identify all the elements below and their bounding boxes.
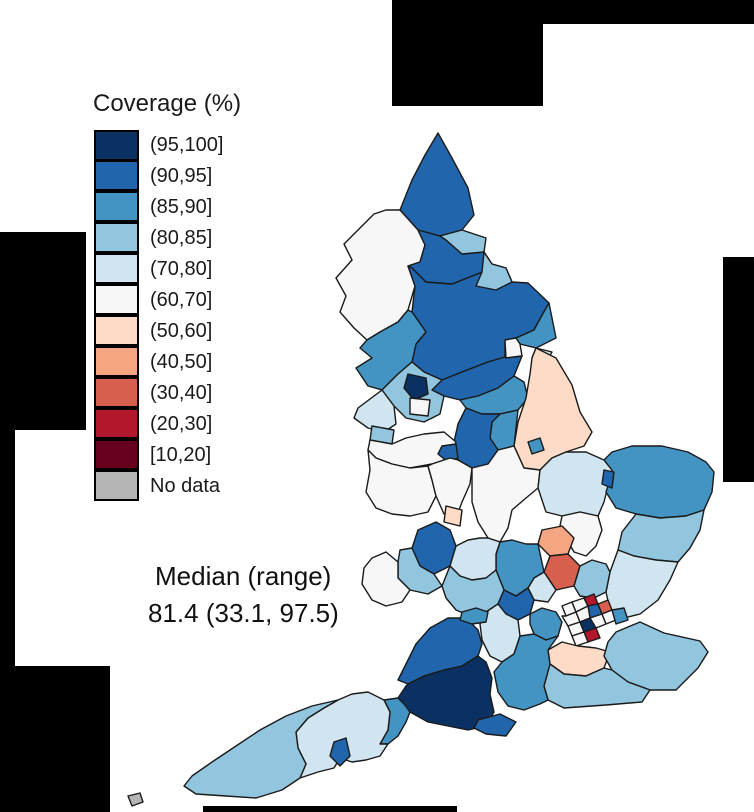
legend: Coverage (%) (95,100] (90,95] (85,90] (80,8…	[93, 90, 242, 502]
legend-swatch-80-85	[94, 222, 139, 253]
region-kent	[603, 621, 709, 691]
region-london-b3	[611, 607, 629, 625]
legend-item-label: (85,90]	[150, 196, 213, 218]
legend-swatch-50-60	[94, 315, 139, 346]
region-suffolk	[617, 509, 705, 563]
redaction-block-3	[0, 232, 86, 430]
region-cambridgeshire	[537, 451, 613, 517]
region-norfolk	[603, 445, 715, 519]
legend-item-label: (20,30]	[150, 413, 213, 435]
median-annotation-line2: 81.4 (33.1, 97.5)	[148, 598, 339, 628]
region-manchester-white	[409, 397, 431, 417]
legend-item-label: (50,60]	[150, 320, 213, 342]
region-cornwall	[183, 699, 339, 799]
region-dorset	[397, 655, 495, 731]
region-hampshire	[493, 633, 559, 711]
legend-item-85-90: (85,90]	[94, 191, 241, 223]
legend-item-10-20: [10,20]	[94, 439, 241, 471]
legend-swatch-95-100	[94, 130, 139, 161]
redaction-block-4	[0, 430, 15, 666]
legend-item-40-50: (40,50]	[94, 346, 241, 378]
legend-item-70-80: (70,80]	[94, 253, 241, 285]
region-bristol	[459, 607, 489, 625]
legend-item-30-40: (30,40]	[94, 377, 241, 409]
region-merseyside	[353, 389, 397, 433]
legend-item-label: (90,95]	[150, 165, 213, 187]
legend-item-90-95: (90,95]	[94, 160, 241, 192]
region-sussex	[543, 663, 651, 709]
legend-title: Coverage (%)	[93, 90, 242, 117]
region-wolverhampton	[443, 505, 463, 527]
legend-item-label: (80,85]	[150, 227, 213, 249]
legend-item-label: No data	[150, 475, 221, 497]
legend-items: (95,100] (90,95] (85,90] (80,85] (70,80] (60,…	[94, 130, 241, 502]
legend-item-label: (40,50]	[150, 351, 213, 373]
region-tyne-wear	[439, 229, 487, 255]
region-staffordshire	[427, 457, 473, 519]
redaction-block-2	[543, 0, 754, 24]
region-york	[504, 337, 523, 359]
region-diamond-ne1	[527, 437, 545, 455]
median-annotation-line1: Median (range)	[155, 561, 332, 591]
region-plymouth	[329, 737, 351, 767]
legend-item-no-data: No data	[94, 470, 241, 502]
redaction-block-7	[723, 257, 754, 482]
region-shropshire	[365, 449, 437, 517]
region-northumberland	[399, 132, 475, 237]
legend-swatch-70-80	[94, 253, 139, 284]
region-london-w8	[571, 631, 589, 647]
legend-swatch-30-40	[94, 377, 139, 408]
legend-swatch-10-20	[94, 439, 139, 470]
legend-item-95-100: (95,100]	[94, 130, 241, 161]
legend-item-50-60: (50,60]	[94, 315, 241, 347]
legend-swatch-90-95	[94, 160, 139, 191]
legend-item-60-70: (60,70]	[94, 284, 241, 316]
legend-swatch-40-50	[94, 346, 139, 377]
region-devon	[295, 691, 391, 779]
median-annotation: Median (range) 81.4 (33.1, 97.5)	[148, 558, 339, 632]
region-herefordshire	[361, 551, 411, 607]
legend-swatch-20-30	[94, 408, 139, 439]
region-isle-of-wight	[473, 713, 517, 737]
redaction-block-6	[203, 806, 457, 812]
region-blackburn	[403, 373, 429, 401]
region-leicestershire-white	[471, 445, 541, 543]
legend-item-label: (95,100]	[150, 134, 224, 156]
legend-item-label: (60,70]	[150, 289, 213, 311]
legend-item-label: [10,20]	[150, 444, 212, 466]
legend-swatch-85-90	[94, 191, 139, 222]
region-tees	[475, 251, 513, 291]
redaction-block-5	[0, 666, 110, 812]
redaction-block-1	[392, 0, 543, 106]
legend-swatch-no-data	[94, 470, 139, 501]
legend-swatch-60-70	[94, 284, 139, 315]
legend-item-label: (30,40]	[150, 382, 213, 404]
region-hertfordshire	[573, 559, 611, 599]
legend-item-80-85: (80,85]	[94, 222, 241, 254]
region-isles-of-scilly	[127, 792, 144, 807]
legend-item-20-30: (20,30]	[94, 408, 241, 440]
region-kings-lynn	[601, 469, 615, 489]
legend-item-label: (70,80]	[150, 258, 213, 280]
